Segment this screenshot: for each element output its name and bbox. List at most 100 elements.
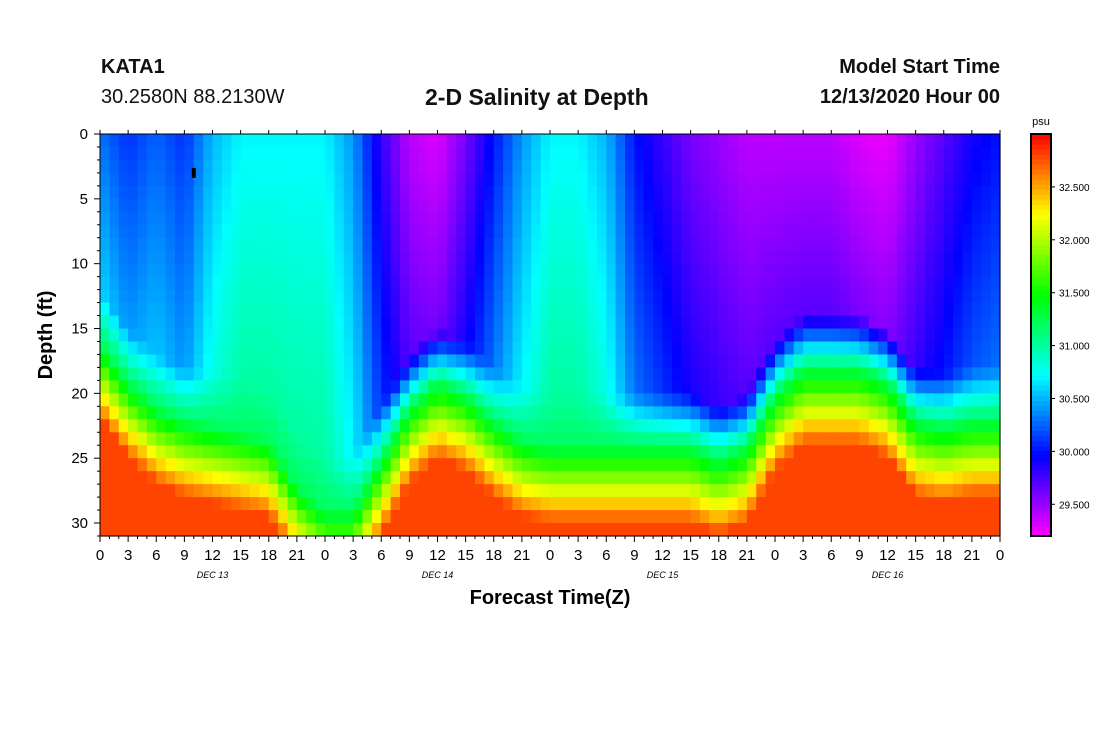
heatmap-cell [821, 341, 832, 356]
heatmap-cell [981, 146, 992, 161]
heatmap-cell [596, 250, 607, 265]
colorbar-segment [1031, 169, 1051, 175]
heatmap-cell [240, 419, 251, 433]
heatmap-cell [446, 432, 457, 446]
heatmap-cell [550, 315, 560, 330]
heatmap-cell [212, 211, 223, 226]
heatmap-cell [728, 237, 739, 252]
heatmap-cell [803, 328, 814, 343]
heatmap-cell [934, 406, 945, 420]
heatmap-cell [550, 393, 560, 407]
heatmap-cell [784, 302, 795, 317]
heatmap-cell [756, 263, 767, 278]
heatmap-cell [765, 354, 776, 369]
heatmap-cell [971, 172, 982, 187]
heatmap-cell [662, 328, 673, 343]
heatmap-cell [315, 146, 326, 161]
heatmap-cell [990, 172, 1001, 187]
heatmap-cell [746, 419, 757, 433]
heatmap-cell [475, 367, 485, 381]
x-tick-label: 18 [710, 547, 727, 564]
heatmap-cell [428, 159, 439, 174]
heatmap-cell [859, 198, 870, 213]
x-tick-label: 12 [654, 547, 671, 564]
heatmap-cell [925, 406, 935, 420]
heatmap-cell [878, 341, 889, 356]
heatmap-cell [962, 432, 973, 446]
heatmap-cell [296, 185, 307, 200]
heatmap-cell [231, 328, 242, 343]
heatmap-cell [268, 393, 279, 407]
heatmap-cell [484, 263, 495, 278]
heatmap-cell [287, 406, 298, 420]
heatmap-cell [296, 471, 307, 485]
heatmap-cell [615, 367, 626, 381]
x-tick-label: 3 [349, 547, 357, 564]
heatmap-cell [896, 471, 907, 485]
heatmap-cell [437, 497, 448, 511]
heatmap-cell [362, 484, 373, 498]
heatmap-cell [175, 198, 185, 213]
heatmap-cell [671, 354, 682, 369]
heatmap-cell [353, 497, 364, 511]
heatmap-cell [306, 523, 317, 537]
heatmap-cell [775, 315, 785, 330]
heatmap-cell [625, 146, 635, 161]
heatmap-cell [409, 185, 420, 200]
heatmap-cell [728, 341, 739, 356]
heatmap-cell [925, 211, 935, 226]
heatmap-cell [718, 224, 729, 239]
heatmap-cell [400, 458, 410, 472]
heatmap-cell [681, 367, 692, 381]
heatmap-cell [868, 341, 879, 356]
heatmap-cell [821, 458, 832, 472]
heatmap-cell [653, 250, 664, 265]
heatmap-cell [643, 276, 654, 291]
heatmap-cell [503, 419, 514, 433]
heatmap-cell [634, 198, 645, 213]
heatmap-cell [700, 198, 710, 213]
heatmap-cell [353, 484, 364, 498]
heatmap-cell [540, 432, 551, 446]
heatmap-cell [756, 354, 767, 369]
heatmap-cell [371, 497, 382, 511]
heatmap-cell [409, 367, 420, 381]
colorbar-segment [1031, 244, 1051, 251]
heatmap-cell [943, 237, 954, 252]
heatmap-cell [100, 419, 110, 433]
heatmap-cell [390, 432, 401, 446]
heatmap-cell [990, 224, 1001, 239]
heatmap-cell [568, 458, 579, 472]
heatmap-cell [109, 250, 120, 265]
colorbar-segment [1031, 345, 1051, 351]
heatmap-cell [503, 134, 514, 148]
heatmap-cell [850, 302, 860, 317]
heatmap-cell [315, 263, 326, 278]
heatmap-cell [728, 211, 739, 226]
heatmap [100, 134, 1001, 537]
heatmap-cell [821, 172, 832, 187]
heatmap-cell [203, 289, 214, 304]
heatmap-cell [681, 341, 692, 356]
heatmap-cell [484, 458, 495, 472]
heatmap-cell [137, 328, 148, 343]
heatmap-cell [700, 134, 710, 148]
heatmap-cell [709, 224, 720, 239]
heatmap-cell [156, 224, 167, 239]
heatmap-cell [390, 224, 401, 239]
heatmap-cell [287, 471, 298, 485]
heatmap-cell [446, 315, 457, 330]
heatmap-cell [653, 393, 664, 407]
heatmap-cell [128, 315, 139, 330]
heatmap-cell [521, 497, 532, 511]
heatmap-cell [643, 445, 654, 459]
heatmap-cell [184, 354, 195, 369]
heatmap-cell [634, 328, 645, 343]
heatmap-cell [906, 224, 917, 239]
heatmap-cell [850, 146, 860, 161]
heatmap-cell [156, 276, 167, 291]
heatmap-cell [343, 484, 354, 498]
heatmap-cell [212, 224, 223, 239]
heatmap-cell [296, 289, 307, 304]
heatmap-cell [887, 458, 898, 472]
